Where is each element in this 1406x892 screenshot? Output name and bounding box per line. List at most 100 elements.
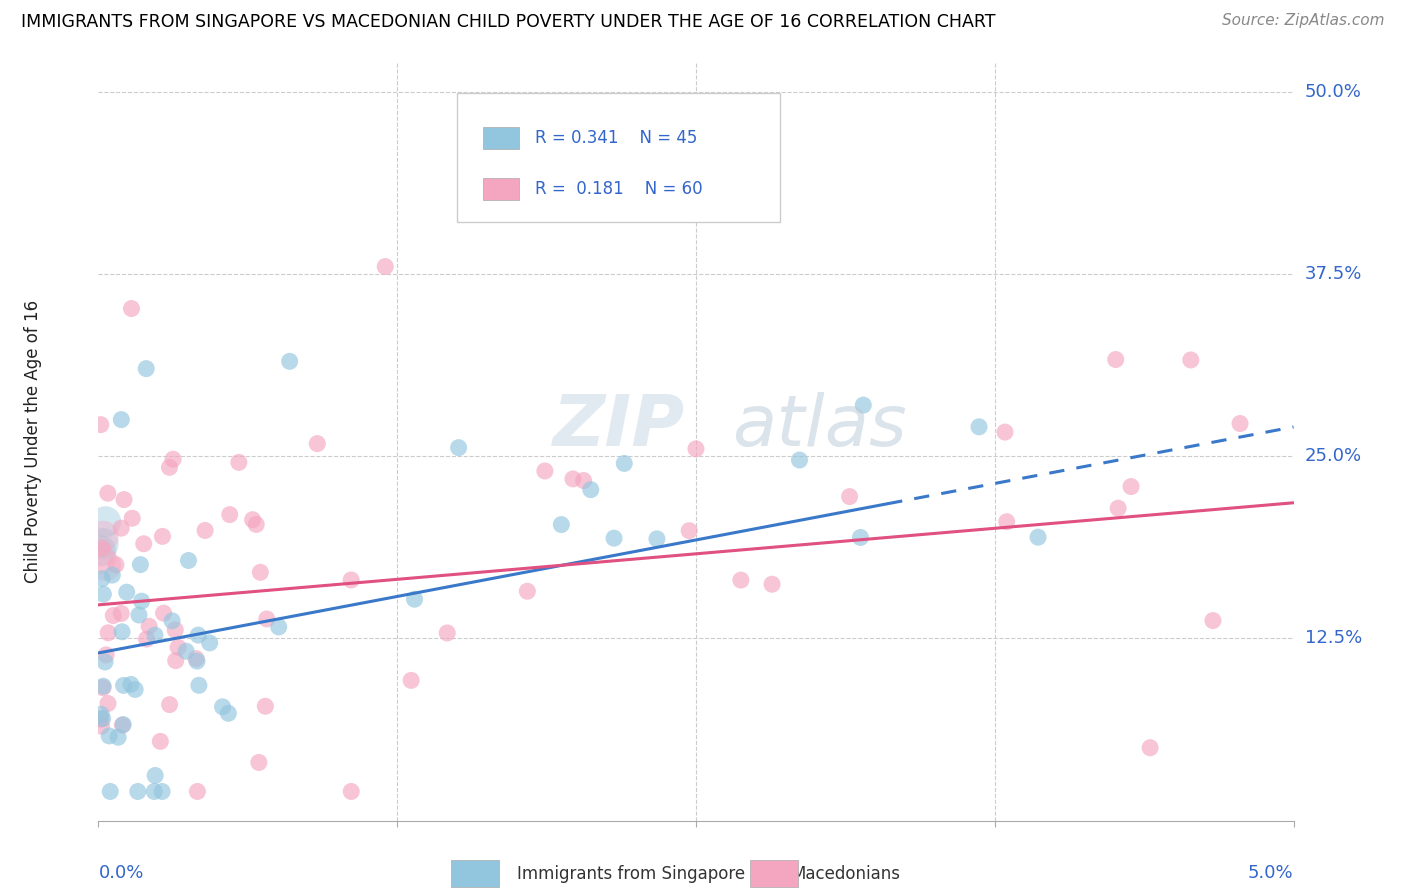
Point xyxy=(187,678,209,692)
Point xyxy=(91,679,114,693)
Point xyxy=(494,143,516,157)
Point xyxy=(94,648,117,662)
Text: IMMIGRANTS FROM SINGAPORE VS MACEDONIAN CHILD POVERTY UNDER THE AGE OF 16 CORREL: IMMIGRANTS FROM SINGAPORE VS MACEDONIAN … xyxy=(21,13,995,31)
Point xyxy=(90,544,112,558)
Bar xyxy=(484,127,519,149)
Point xyxy=(995,515,1018,529)
Point xyxy=(91,536,114,550)
Point xyxy=(340,573,363,587)
Text: 5.0%: 5.0% xyxy=(1249,864,1294,882)
Point xyxy=(90,719,112,733)
Point xyxy=(447,441,470,455)
Point xyxy=(174,644,197,658)
Text: 0.0%: 0.0% xyxy=(98,864,143,882)
Text: Source: ZipAtlas.com: Source: ZipAtlas.com xyxy=(1222,13,1385,29)
Point xyxy=(159,698,181,712)
Point xyxy=(165,654,187,668)
Point xyxy=(104,558,127,572)
Point xyxy=(613,457,636,471)
Point xyxy=(211,699,233,714)
Point xyxy=(111,624,134,639)
Point xyxy=(645,532,668,546)
Point xyxy=(1180,353,1202,368)
Text: R =  0.181    N = 60: R = 0.181 N = 60 xyxy=(534,180,702,198)
Text: 37.5%: 37.5% xyxy=(1305,265,1362,283)
Point xyxy=(534,464,557,478)
Point xyxy=(132,537,155,551)
Point xyxy=(103,608,125,623)
Point xyxy=(160,614,183,628)
Point xyxy=(242,513,264,527)
Point xyxy=(110,607,132,621)
Point xyxy=(131,594,153,608)
Point xyxy=(254,699,277,714)
Point xyxy=(994,425,1017,439)
Point xyxy=(128,607,150,622)
Point xyxy=(186,654,208,668)
Point xyxy=(849,531,872,545)
Bar xyxy=(451,860,499,888)
Point xyxy=(91,681,114,695)
Point xyxy=(678,524,700,538)
Point xyxy=(110,521,132,535)
Point xyxy=(124,682,146,697)
Point xyxy=(121,301,143,316)
Point xyxy=(94,558,117,573)
Point xyxy=(97,486,120,500)
Point xyxy=(852,398,875,412)
Point xyxy=(1107,501,1129,516)
Point xyxy=(561,472,583,486)
Point xyxy=(90,712,112,726)
Point xyxy=(789,453,811,467)
Point xyxy=(91,712,114,726)
Point xyxy=(94,655,117,669)
Point xyxy=(111,718,134,732)
Point xyxy=(138,619,160,633)
Point xyxy=(167,640,190,655)
Point xyxy=(91,572,114,586)
Text: 25.0%: 25.0% xyxy=(1305,447,1362,465)
Point xyxy=(838,490,860,504)
Point xyxy=(685,442,707,456)
Point xyxy=(579,483,602,497)
Point xyxy=(97,625,120,640)
Text: Immigrants from Singapore: Immigrants from Singapore xyxy=(517,864,745,883)
Point xyxy=(93,587,115,601)
Point xyxy=(218,508,240,522)
Point xyxy=(90,417,112,432)
Point xyxy=(187,628,209,642)
Point xyxy=(90,551,112,566)
Point xyxy=(127,784,149,798)
Point xyxy=(162,452,184,467)
Point xyxy=(149,734,172,748)
Point xyxy=(177,553,200,567)
Point xyxy=(278,354,301,368)
Point xyxy=(436,626,458,640)
Point xyxy=(152,529,174,543)
Point xyxy=(228,455,250,469)
Text: Child Poverty Under the Age of 16: Child Poverty Under the Age of 16 xyxy=(24,300,42,583)
Text: R = 0.341    N = 45: R = 0.341 N = 45 xyxy=(534,128,697,147)
Point xyxy=(399,673,422,688)
Point xyxy=(159,460,181,475)
Point xyxy=(165,623,187,637)
Point xyxy=(730,573,752,587)
Point xyxy=(152,606,174,620)
Point xyxy=(572,474,595,488)
Point xyxy=(90,707,112,722)
Point xyxy=(245,517,267,532)
Point xyxy=(550,517,572,532)
Point xyxy=(98,729,121,743)
Point xyxy=(94,515,117,529)
Point xyxy=(247,756,270,770)
Point xyxy=(1026,530,1049,544)
Point xyxy=(1119,479,1142,493)
Point xyxy=(307,436,329,450)
Bar xyxy=(749,860,797,888)
Point xyxy=(143,768,166,782)
Point xyxy=(135,632,157,646)
Point xyxy=(404,592,426,607)
Text: 12.5%: 12.5% xyxy=(1305,630,1362,648)
Point xyxy=(967,420,990,434)
Point xyxy=(115,585,138,599)
